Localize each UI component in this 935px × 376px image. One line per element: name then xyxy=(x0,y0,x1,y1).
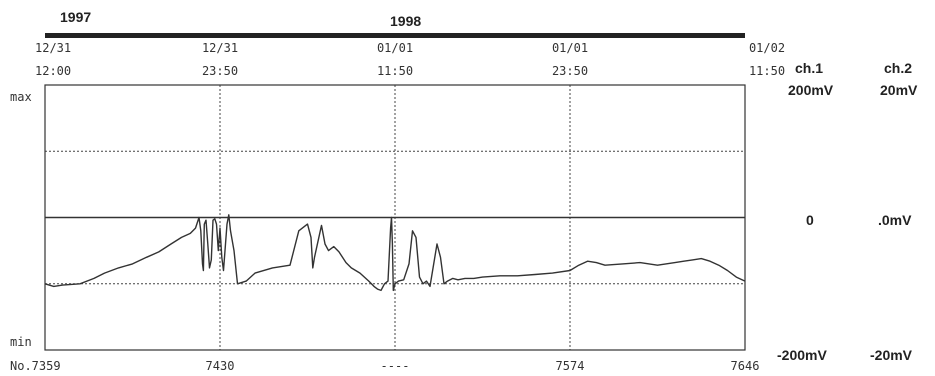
ch2-zero: .0mV xyxy=(878,212,912,228)
sample-label-4: 7646 xyxy=(731,359,760,373)
sample-label-0: No.7359 xyxy=(10,359,61,373)
x-tick-time-1: 23:50 xyxy=(202,64,238,78)
ch1-full-scale: 200mV xyxy=(788,82,834,98)
x-tick-date-2: 01/01 xyxy=(377,41,413,55)
x-tick-time-0: 12:00 xyxy=(35,64,71,78)
bottom-sample-labels: No.7359 7430 ---- 7574 7646 xyxy=(10,359,759,373)
ch1-name: ch.1 xyxy=(795,60,823,76)
ch1-zero: 0 xyxy=(806,212,814,228)
year-label-1997: 1997 xyxy=(60,9,91,25)
ch1-min: -200mV xyxy=(777,347,827,363)
year-label-1998: 1998 xyxy=(390,13,421,29)
x-tick-time-4: 11:50 xyxy=(749,64,785,78)
ch2-name: ch.2 xyxy=(884,60,912,76)
x-tick-time-3: 23:50 xyxy=(552,64,588,78)
year-bar xyxy=(45,33,745,38)
sample-label-1: 7430 xyxy=(206,359,235,373)
sample-label-2: ---- xyxy=(381,359,410,373)
trace-ch2-signal xyxy=(44,214,746,292)
y-label-min: min xyxy=(10,335,32,349)
x-tick-date-1: 12/31 xyxy=(202,41,238,55)
ch2-min: -20mV xyxy=(870,347,913,363)
top-tick-labels: 12/31 12:00 12/31 23:50 01/01 11:50 01/01 23:50… xyxy=(35,41,785,78)
sample-label-3: 7574 xyxy=(556,359,585,373)
y-label-max: max xyxy=(10,90,32,104)
x-tick-date-0: 12/31 xyxy=(35,41,71,55)
x-tick-date-4: 01/02 xyxy=(749,41,785,55)
x-tick-date-3: 01/01 xyxy=(552,41,588,55)
ch2-full-scale: 20mV xyxy=(880,82,918,98)
x-tick-time-2: 11:50 xyxy=(377,64,413,78)
